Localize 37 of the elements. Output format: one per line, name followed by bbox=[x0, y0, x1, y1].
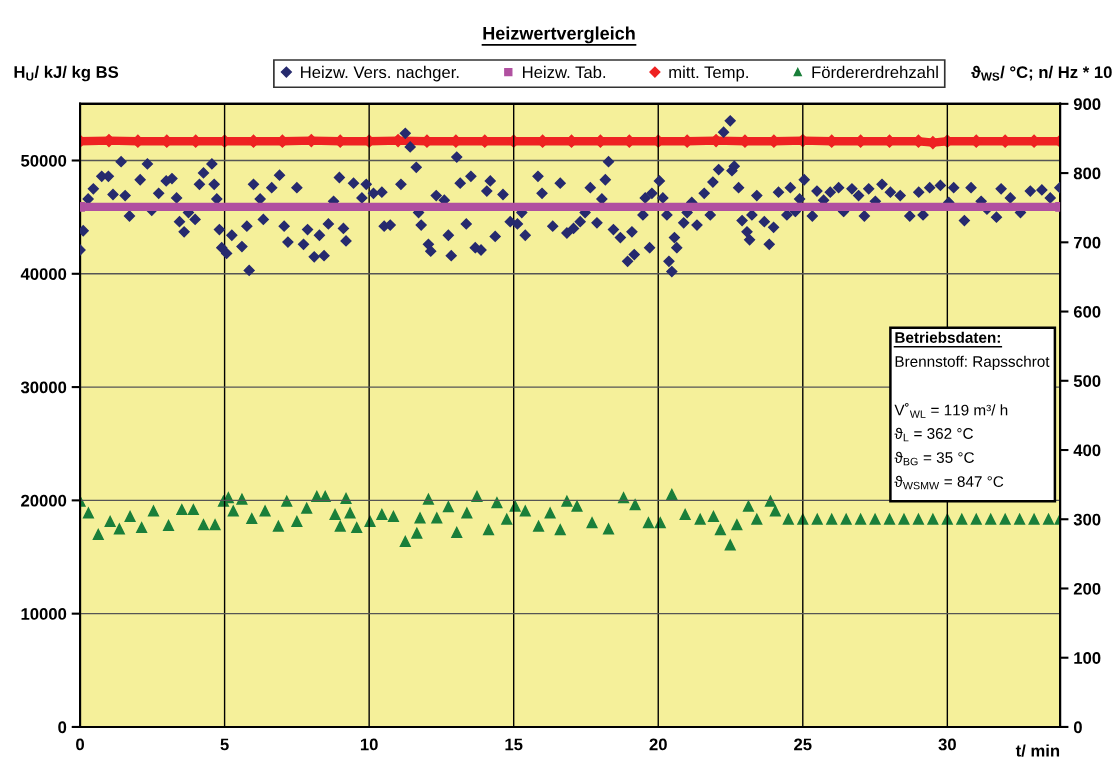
y-tick-label: 50000 bbox=[21, 154, 67, 167]
x-tick-label: 5 bbox=[220, 738, 229, 751]
annotation: ϑ$_{BG}$ = 35 °C bbox=[894, 451, 974, 466]
y2-tick-label: 200 bbox=[1073, 582, 1101, 595]
annotation: Betriebsdaten: bbox=[895, 331, 1000, 343]
legend-label: Heizw. Vers. nachger. bbox=[301, 65, 459, 82]
annotation: ϑ$_{WSMW}$ = 847 °C bbox=[894, 475, 1004, 490]
x-tick-label: 30 bbox=[938, 738, 956, 751]
y2-tick-label: 600 bbox=[1073, 305, 1101, 318]
x-axis-title: t/ min bbox=[1015, 744, 1060, 757]
x-tick-label: 15 bbox=[505, 738, 523, 751]
y2-tick-label: 800 bbox=[1073, 167, 1101, 180]
legend-label: mitt. Temp. bbox=[669, 65, 748, 82]
y2-tick-label: 500 bbox=[1073, 375, 1101, 387]
y-tick-label: 0 bbox=[58, 721, 67, 734]
chart-title: Heizwertvergleich bbox=[483, 26, 635, 44]
annotation: ϑ$_{L}$ = 362 °C bbox=[894, 427, 973, 442]
y2-tick-label: 100 bbox=[1074, 652, 1101, 664]
x-tick-label: 0 bbox=[76, 738, 84, 751]
y-tick-label: 10000 bbox=[21, 608, 67, 620]
y-tick-label: 20000 bbox=[21, 494, 67, 507]
x-tick-label: 20 bbox=[649, 738, 667, 751]
annotation: Brennstoff: Rapsschrot bbox=[895, 355, 1050, 370]
y2-tick-label: 700 bbox=[1074, 236, 1101, 249]
y-tick-label: 40000 bbox=[20, 268, 67, 280]
legend-label: Heizw. Tab. bbox=[523, 65, 606, 79]
y2-tick-label: 400 bbox=[1073, 444, 1101, 457]
x-tick-label: 10 bbox=[360, 738, 378, 751]
y-axis-title: H$_{U}$/ kJ/ kg BS bbox=[14, 65, 119, 82]
legend-label: Fördererdrehzahl bbox=[812, 65, 938, 79]
y2-tick-label: 300 bbox=[1073, 513, 1101, 526]
annotation: V˚$_{WL}$ = 119 m³/ h bbox=[894, 403, 1008, 418]
y2-tick-label: 0 bbox=[1073, 721, 1082, 734]
y2-axis-title: ϑ$_{WS}$/ °C; n/ Hz * 10 bbox=[971, 65, 1112, 81]
y2-tick-label: 900 bbox=[1073, 98, 1101, 111]
y-tick-label: 30000 bbox=[20, 381, 67, 394]
x-tick-label: 25 bbox=[794, 738, 812, 751]
